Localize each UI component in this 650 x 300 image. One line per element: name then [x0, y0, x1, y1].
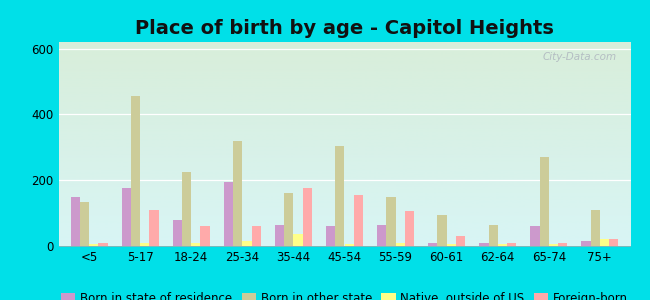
Bar: [303, 188, 312, 246]
Title: Place of birth by age - Capitol Heights: Place of birth by age - Capitol Heights: [135, 19, 554, 38]
Bar: [386, 196, 396, 246]
Bar: [405, 212, 414, 246]
Bar: [200, 226, 210, 246]
Bar: [582, 241, 591, 246]
Bar: [447, 244, 456, 246]
Bar: [609, 239, 618, 246]
Bar: [558, 243, 567, 246]
Bar: [89, 244, 98, 246]
Bar: [275, 225, 284, 246]
Bar: [530, 226, 540, 246]
Bar: [437, 215, 447, 246]
Text: City-Data.com: City-Data.com: [542, 52, 616, 62]
Bar: [98, 243, 107, 246]
Bar: [242, 241, 252, 246]
Bar: [507, 243, 516, 246]
Bar: [428, 243, 437, 246]
Bar: [498, 244, 507, 246]
Bar: [233, 141, 242, 246]
Bar: [456, 236, 465, 246]
Bar: [252, 226, 261, 246]
Bar: [354, 195, 363, 246]
Bar: [284, 194, 293, 246]
Bar: [80, 202, 89, 246]
Bar: [122, 188, 131, 246]
Bar: [344, 244, 354, 246]
Bar: [489, 225, 498, 246]
Bar: [549, 244, 558, 246]
Bar: [479, 243, 489, 246]
Bar: [191, 243, 200, 246]
Bar: [591, 210, 600, 246]
Bar: [335, 146, 345, 246]
Bar: [540, 157, 549, 246]
Bar: [600, 239, 609, 246]
Bar: [71, 196, 80, 246]
Bar: [131, 96, 140, 246]
Bar: [396, 243, 405, 246]
Bar: [173, 220, 182, 246]
Legend: Born in state of residence, Born in other state, Native, outside of US, Foreign-: Born in state of residence, Born in othe…: [58, 289, 631, 300]
Bar: [377, 225, 386, 246]
Bar: [150, 210, 159, 246]
Bar: [293, 235, 303, 246]
Bar: [326, 226, 335, 246]
Bar: [182, 172, 191, 246]
Bar: [224, 182, 233, 246]
Bar: [140, 243, 150, 246]
